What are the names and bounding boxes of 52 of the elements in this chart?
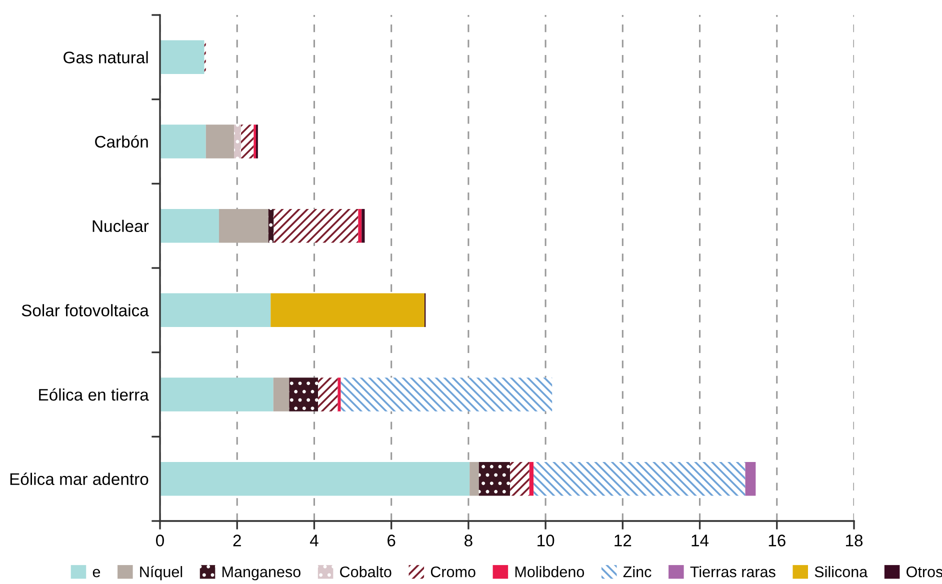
x-tick-label: 0 (156, 534, 164, 546)
y-tick-label: Solar fotovoltaica (22, 304, 149, 316)
legend-label: Níquel (140, 566, 182, 580)
bar (470, 462, 479, 496)
x-tick-label: 2 (233, 534, 241, 546)
bar (478, 462, 510, 496)
y-tick-label: Gas natural (64, 51, 148, 64)
y-tick-label: Eólica en tierra (39, 388, 149, 401)
bar (510, 462, 530, 496)
y-tick-label: Nuclear (92, 220, 149, 232)
x-tick-label: 10 (538, 534, 554, 546)
bar (268, 208, 274, 243)
x-tick-label: 8 (464, 534, 472, 546)
y-tick-label: Carbón (95, 135, 148, 148)
x-tick-label: 18 (846, 534, 863, 546)
bar (218, 208, 268, 243)
legend-label: Cobalto (340, 566, 392, 578)
legend-label: Silicona (814, 566, 868, 578)
bar (274, 208, 358, 243)
bar (254, 124, 256, 158)
bar (160, 378, 274, 412)
bar (338, 378, 341, 412)
bar (745, 462, 756, 496)
bar (160, 124, 206, 158)
bar (362, 208, 365, 243)
legend-label: Molibdeno (515, 566, 584, 578)
legend-label: Tierras raras (690, 566, 776, 578)
bar (289, 378, 318, 412)
bar (206, 124, 234, 158)
x-tick-label: 16 (768, 534, 786, 546)
bar (358, 208, 362, 243)
bar (340, 378, 552, 412)
bar (529, 462, 534, 496)
x-tick-label: 6 (388, 534, 396, 546)
bar (160, 208, 219, 243)
x-tick-label: 4 (310, 534, 318, 546)
bar (240, 124, 254, 158)
bar (160, 40, 204, 74)
y-tick-label: Eólica mar adentro (10, 472, 148, 486)
legend-label: Manganeso (222, 566, 300, 580)
legend-label: Cromo (430, 566, 476, 578)
bar (270, 293, 424, 328)
x-tick-label: 12 (614, 534, 632, 546)
bar (318, 378, 338, 412)
bar (234, 124, 241, 158)
x-tick-label: 14 (692, 534, 709, 546)
bar (160, 293, 271, 328)
legend-label: Zinc (623, 566, 652, 578)
bar (160, 462, 470, 496)
legend-label: e (92, 568, 100, 578)
bar (534, 462, 746, 496)
bar (273, 378, 290, 412)
